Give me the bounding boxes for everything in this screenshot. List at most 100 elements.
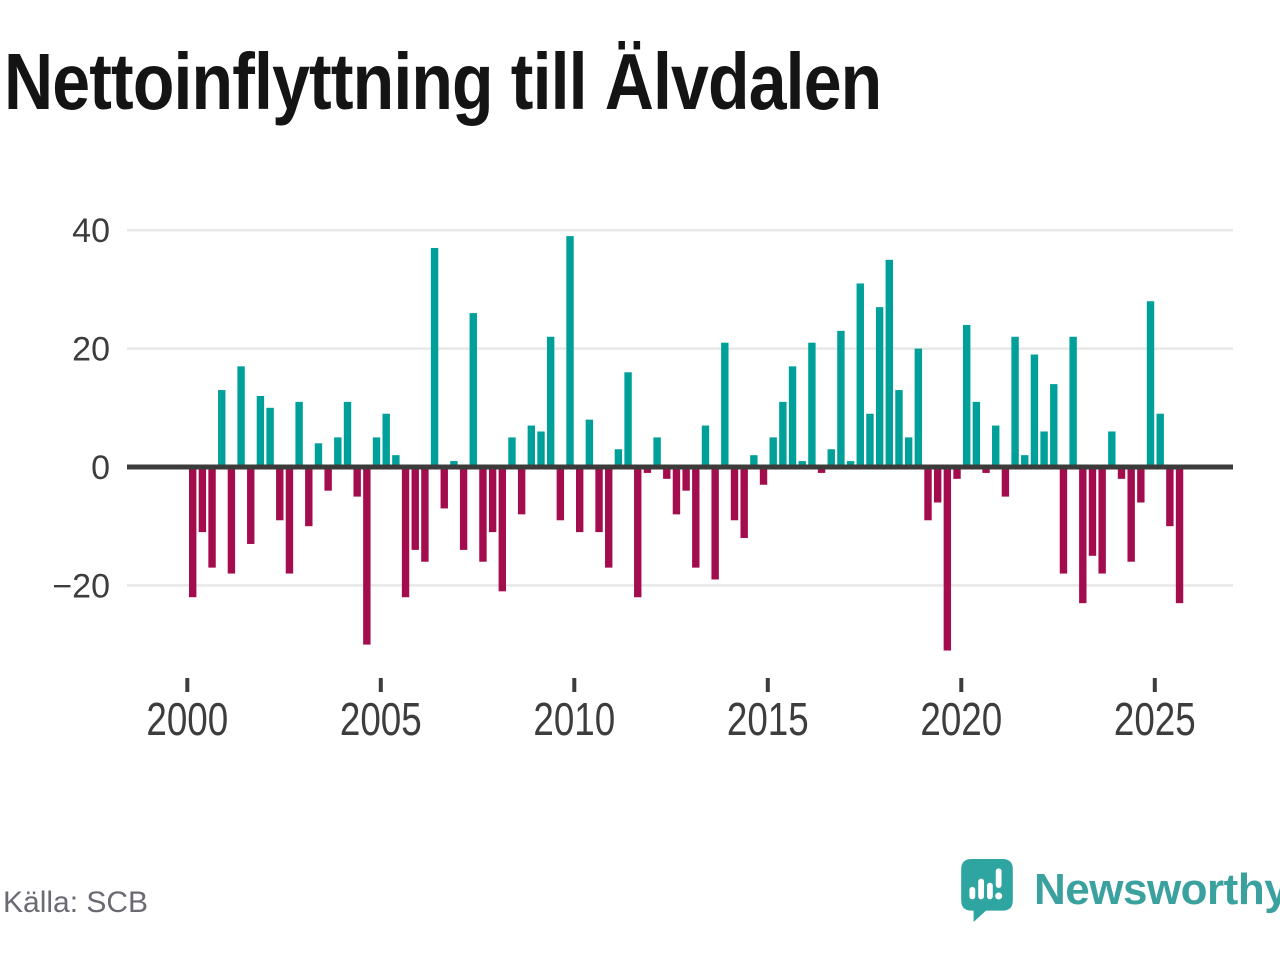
bar: [247, 467, 255, 544]
bar: [914, 348, 923, 467]
bar: [276, 467, 284, 521]
y-axis-label: 0: [91, 449, 110, 487]
bar: [1030, 354, 1039, 467]
bar: [1021, 455, 1029, 467]
x-axis-label: 2015: [727, 693, 809, 745]
bar: [769, 437, 777, 467]
chart-title: Nettoinflyttning till Älvdalen: [4, 37, 882, 126]
bar: [295, 401, 303, 467]
x-axis-label: 2020: [920, 693, 1002, 745]
bar: [527, 425, 536, 467]
bar: [537, 431, 545, 467]
bar: [963, 324, 971, 467]
bar: [1001, 467, 1010, 497]
bar: [605, 467, 613, 568]
bar: [256, 395, 265, 467]
bar: [798, 461, 806, 467]
bar: [440, 467, 448, 509]
bar: [585, 419, 594, 467]
bar: [885, 259, 893, 467]
bar: [924, 467, 932, 521]
bar: [953, 467, 961, 479]
bar: [759, 467, 768, 485]
bar: [730, 467, 739, 521]
bar: [1175, 467, 1184, 604]
bar: [624, 372, 632, 467]
y-axis-label: 40: [72, 212, 110, 250]
x-axis-label: 2010: [533, 693, 615, 745]
y-axis-label: 20: [72, 331, 110, 369]
bar: [1156, 413, 1164, 467]
x-axis-label: 2025: [1114, 693, 1196, 745]
bar: [343, 401, 352, 467]
bar: [808, 342, 816, 467]
bar: [1079, 467, 1087, 604]
bar: [875, 307, 884, 467]
bar: [285, 467, 294, 574]
bar: [1117, 467, 1126, 479]
bar: [1069, 336, 1077, 467]
bar: [450, 461, 458, 467]
bar: [1088, 467, 1097, 556]
bar: [817, 467, 826, 473]
newsworthy-logo-icon: [961, 859, 1013, 922]
bar: [866, 413, 874, 467]
bar: [779, 401, 787, 467]
bar: [692, 467, 700, 568]
bar: [430, 247, 439, 467]
bar: [1050, 384, 1058, 467]
bar: [982, 467, 990, 473]
bar: [198, 467, 207, 533]
bar: [401, 467, 410, 598]
bar: [382, 413, 390, 467]
bar: [1127, 467, 1135, 562]
bar: [363, 467, 371, 645]
bar: [227, 467, 236, 574]
bar: [972, 401, 981, 467]
bar: [653, 437, 661, 467]
bar: [827, 449, 835, 467]
bar: [324, 467, 332, 491]
bar: [740, 467, 748, 539]
bar: [314, 443, 323, 467]
bar: [353, 467, 361, 497]
bar: [411, 467, 419, 550]
bar: [672, 467, 681, 515]
bar: [663, 467, 671, 479]
bar: [933, 467, 942, 503]
bar: [1040, 431, 1048, 467]
bar: [372, 437, 381, 467]
bar: [208, 467, 216, 568]
x-axis-label: 2005: [340, 693, 422, 745]
bar: [546, 336, 555, 467]
brand-wordmark: Newsworthy: [1034, 865, 1280, 914]
bar: [895, 390, 903, 467]
bar: [1098, 467, 1106, 574]
bar: [682, 467, 690, 491]
bar: [189, 467, 197, 598]
bar: [943, 467, 952, 651]
bar: [576, 467, 584, 533]
bar: [904, 437, 913, 467]
bar: [846, 461, 855, 467]
bar: [1108, 431, 1116, 467]
bar: [508, 437, 516, 467]
bar: [237, 366, 245, 467]
bar: [788, 366, 797, 467]
source-text: Källa: SCB: [3, 886, 149, 919]
bar: [305, 467, 313, 527]
x-axis-label: 2000: [146, 693, 228, 745]
bar: [1011, 336, 1019, 467]
bar: [634, 467, 642, 598]
bar: [711, 467, 719, 580]
brand-logo: Newsworthy: [960, 858, 1280, 922]
bar: [837, 330, 845, 467]
bar: [750, 455, 758, 467]
bar: [992, 425, 1000, 467]
bar: [701, 425, 710, 467]
bar: [614, 449, 623, 467]
bar: [498, 467, 506, 592]
bar: [334, 437, 342, 467]
